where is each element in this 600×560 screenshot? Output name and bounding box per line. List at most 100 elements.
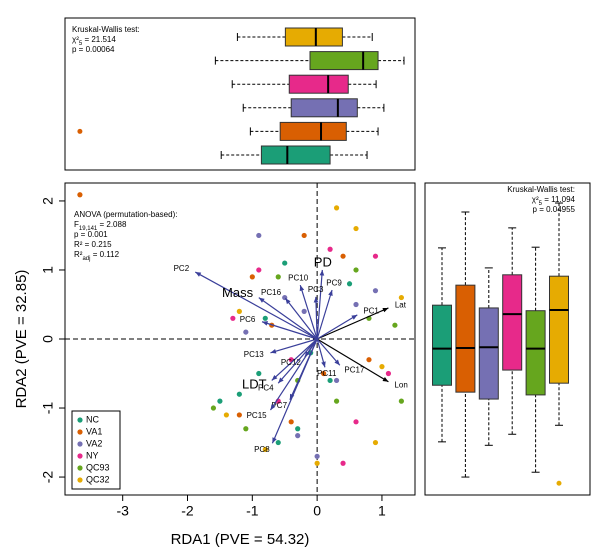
legend-marker: [77, 477, 83, 483]
annotation-text: χ²: [72, 35, 79, 44]
x-tick-label: -1: [246, 503, 259, 519]
point: [275, 274, 281, 280]
annotation: R²adj = 0.112: [74, 250, 120, 261]
point: [288, 419, 294, 425]
biplot-arrow: [316, 269, 323, 340]
box: [290, 98, 358, 118]
point: [243, 426, 249, 432]
vector-label: LDT: [242, 377, 267, 392]
point: [398, 398, 404, 404]
arrow-head: [334, 359, 340, 366]
point: [353, 225, 359, 232]
legend-marker: [77, 441, 83, 447]
arrow-head: [270, 348, 277, 354]
legend-marker: [77, 453, 83, 459]
legend-frame: [71, 410, 121, 490]
vector-label: PD: [314, 254, 332, 269]
point: [243, 329, 249, 335]
point: [256, 232, 262, 239]
legend-marker: [77, 429, 83, 435]
y-tick-label: -2: [40, 471, 56, 484]
top-panel-frame: [64, 17, 416, 171]
point: [327, 246, 333, 252]
annotation-text: χ²: [532, 195, 539, 204]
y-tick-label: 1: [40, 266, 56, 274]
arrow-head: [382, 307, 389, 313]
biplot-arrow: [316, 314, 358, 340]
annotation-text: = 0.112: [90, 250, 119, 259]
point: [77, 192, 83, 198]
point: [333, 377, 340, 384]
biplot-arrow: [194, 271, 318, 340]
vector-label: PC12: [281, 358, 302, 367]
biplot-arrow: [315, 296, 318, 340]
point: [392, 322, 398, 328]
annotation-subscript: adj: [82, 256, 90, 262]
annotation: R² = 0.215: [74, 240, 112, 249]
outlier: [77, 128, 83, 134]
biplot-arrow: [316, 289, 333, 340]
legend-label: VA1: [86, 426, 102, 436]
arrow-head: [299, 285, 305, 292]
annotation: p = 0.00064: [72, 45, 115, 54]
point: [353, 419, 359, 425]
arrow-head: [262, 321, 269, 326]
biplot-arrow: [270, 338, 318, 354]
point: [210, 405, 217, 411]
biplot-arrow: [261, 321, 318, 340]
annotation-text: R² = 0.215: [74, 240, 112, 249]
annotation-text: p = 0.00064: [72, 45, 115, 54]
annotation: χ²5 = 21.514: [72, 35, 116, 46]
point: [217, 398, 223, 404]
annotation-text: Kruskal-Wallis test:: [507, 185, 575, 194]
arrow-head: [272, 437, 277, 444]
point: [314, 453, 320, 459]
point: [340, 460, 346, 466]
annotation-text: R²: [74, 250, 83, 259]
point: [262, 446, 268, 453]
biplot-arrow: [284, 297, 318, 340]
point: [236, 391, 242, 397]
biplot-arrow: [258, 297, 318, 340]
point: [372, 253, 379, 259]
x-tick-label: -2: [181, 503, 194, 519]
point: [249, 274, 255, 280]
point: [282, 260, 288, 266]
biplot-arrow: [316, 338, 389, 383]
outlier: [556, 480, 562, 486]
point: [372, 288, 379, 294]
annotation-text: p = 0.001: [74, 230, 108, 239]
annotation-subscript: 19,141: [79, 226, 98, 232]
box: [288, 74, 349, 94]
box: [260, 145, 331, 165]
point: [256, 267, 262, 273]
vector-label: PC2: [174, 264, 190, 273]
annotation-text: F: [74, 220, 79, 229]
arrow-head: [382, 376, 389, 382]
point: [340, 253, 346, 259]
box: [549, 275, 569, 384]
x-tick-label: 0: [313, 503, 321, 519]
vector-label: PC8: [254, 445, 270, 454]
vector-label: Lat: [395, 300, 407, 309]
legend-label: VA2: [86, 438, 102, 448]
box: [455, 284, 476, 393]
point: [295, 426, 301, 432]
point: [301, 308, 307, 314]
vector-label: PC6: [240, 315, 256, 324]
legend-marker: [77, 465, 83, 471]
point: [236, 308, 242, 314]
arrow-head: [270, 404, 276, 411]
biplot-arrow: [316, 307, 389, 340]
annotation-text: = 21.514: [82, 35, 116, 44]
vector-label: PC7: [271, 401, 287, 410]
arrow-head: [271, 374, 278, 381]
biplot-arrow: [271, 338, 318, 444]
box: [432, 304, 452, 386]
point: [372, 439, 379, 446]
annotation: ANOVA (permutation-based):: [74, 210, 177, 219]
point: [223, 412, 229, 418]
point: [346, 281, 353, 287]
x-axis-label: RDA1 (PVE = 54.32): [171, 531, 310, 548]
annotation-text: = 2.088: [97, 220, 127, 229]
